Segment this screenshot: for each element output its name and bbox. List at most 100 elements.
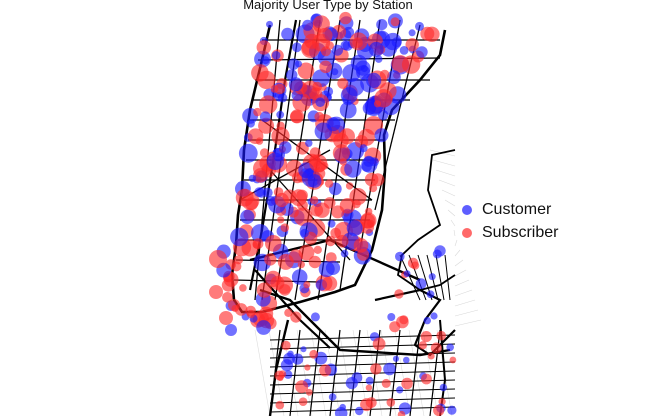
station-marker bbox=[285, 159, 303, 177]
station-marker bbox=[323, 197, 336, 209]
street bbox=[409, 329, 421, 416]
station-marker bbox=[372, 337, 386, 351]
station-marker bbox=[245, 197, 258, 211]
station-marker bbox=[256, 282, 272, 298]
station-marker bbox=[277, 216, 285, 224]
station-markers bbox=[209, 11, 457, 416]
station-marker bbox=[278, 370, 287, 378]
station-marker bbox=[386, 398, 396, 407]
shoreline-road bbox=[230, 24, 447, 314]
station-marker bbox=[287, 350, 294, 358]
station-marker bbox=[276, 110, 285, 119]
minor-street bbox=[450, 219, 456, 227]
station-marker bbox=[239, 284, 247, 292]
station-marker bbox=[278, 141, 292, 154]
station-marker bbox=[423, 316, 431, 325]
station-marker bbox=[399, 46, 409, 55]
station-marker bbox=[325, 235, 336, 247]
station-marker bbox=[305, 139, 313, 147]
minor-street bbox=[454, 279, 470, 287]
station-marker bbox=[265, 235, 282, 252]
station-marker bbox=[252, 238, 264, 250]
station-marker bbox=[392, 355, 400, 362]
station-marker bbox=[430, 342, 442, 354]
station-marker bbox=[259, 95, 278, 114]
station-marker bbox=[247, 128, 264, 144]
minor-street bbox=[454, 319, 482, 327]
station-marker bbox=[376, 19, 388, 31]
station-marker bbox=[290, 311, 302, 323]
station-marker bbox=[328, 393, 337, 401]
station-marker bbox=[428, 273, 436, 281]
minor-street bbox=[432, 159, 456, 167]
station-marker bbox=[324, 179, 334, 188]
legend-swatch-customer bbox=[462, 204, 472, 215]
street bbox=[289, 329, 301, 416]
station-marker bbox=[396, 315, 409, 329]
station-marker bbox=[368, 41, 384, 57]
street bbox=[269, 361, 456, 368]
station-marker bbox=[344, 160, 362, 178]
street bbox=[435, 254, 445, 301]
station-marker bbox=[319, 60, 332, 74]
station-marker bbox=[353, 238, 369, 253]
station-marker bbox=[424, 26, 440, 42]
station-marker bbox=[415, 21, 424, 31]
station-marker bbox=[403, 356, 410, 364]
station-marker bbox=[355, 60, 371, 76]
station-marker bbox=[209, 285, 223, 299]
station-marker bbox=[315, 97, 326, 107]
station-marker bbox=[291, 269, 308, 285]
legend-item-customer: Customer bbox=[462, 198, 558, 221]
station-marker bbox=[332, 44, 343, 56]
station-marker bbox=[337, 77, 349, 89]
station-marker bbox=[304, 364, 311, 371]
station-marker bbox=[427, 352, 435, 360]
station-marker bbox=[246, 119, 255, 128]
station-marker bbox=[351, 372, 363, 384]
station-marker bbox=[300, 346, 307, 353]
station-marker bbox=[374, 128, 389, 143]
minor-street bbox=[454, 269, 467, 277]
station-marker bbox=[387, 313, 396, 321]
station-marker bbox=[374, 55, 383, 63]
station-marker bbox=[325, 252, 337, 264]
station-marker bbox=[446, 343, 455, 352]
station-marker bbox=[326, 117, 341, 132]
station-marker bbox=[374, 89, 393, 108]
station-marker bbox=[364, 172, 379, 187]
legend-label-customer: Customer bbox=[482, 200, 552, 218]
station-marker bbox=[290, 110, 303, 124]
station-marker bbox=[390, 17, 400, 27]
station-marker bbox=[225, 324, 237, 336]
station-marker bbox=[449, 356, 457, 364]
street bbox=[444, 254, 451, 301]
station-marker bbox=[277, 93, 288, 103]
station-marker bbox=[397, 410, 406, 416]
station-marker bbox=[209, 250, 227, 268]
station-marker bbox=[438, 398, 446, 406]
station-marker bbox=[222, 292, 233, 303]
station-marker bbox=[284, 308, 293, 317]
station-marker bbox=[345, 182, 354, 190]
street bbox=[269, 370, 456, 377]
station-marker bbox=[271, 51, 281, 60]
station-marker bbox=[359, 144, 368, 153]
legend-item-subscriber: Subscriber bbox=[462, 221, 558, 244]
station-marker bbox=[447, 405, 457, 415]
street bbox=[269, 388, 456, 395]
station-marker bbox=[266, 196, 277, 206]
station-marker bbox=[266, 20, 273, 28]
station-marker bbox=[322, 276, 338, 291]
legend-swatch-subscriber bbox=[462, 227, 472, 238]
station-marker bbox=[378, 109, 389, 121]
minor-street bbox=[254, 329, 271, 416]
station-marker bbox=[305, 388, 313, 396]
station-marker bbox=[251, 64, 269, 82]
station-marker bbox=[436, 330, 447, 341]
station-marker bbox=[340, 249, 349, 258]
station-marker bbox=[364, 207, 373, 216]
station-marker bbox=[230, 227, 249, 247]
station-marker bbox=[426, 290, 435, 299]
